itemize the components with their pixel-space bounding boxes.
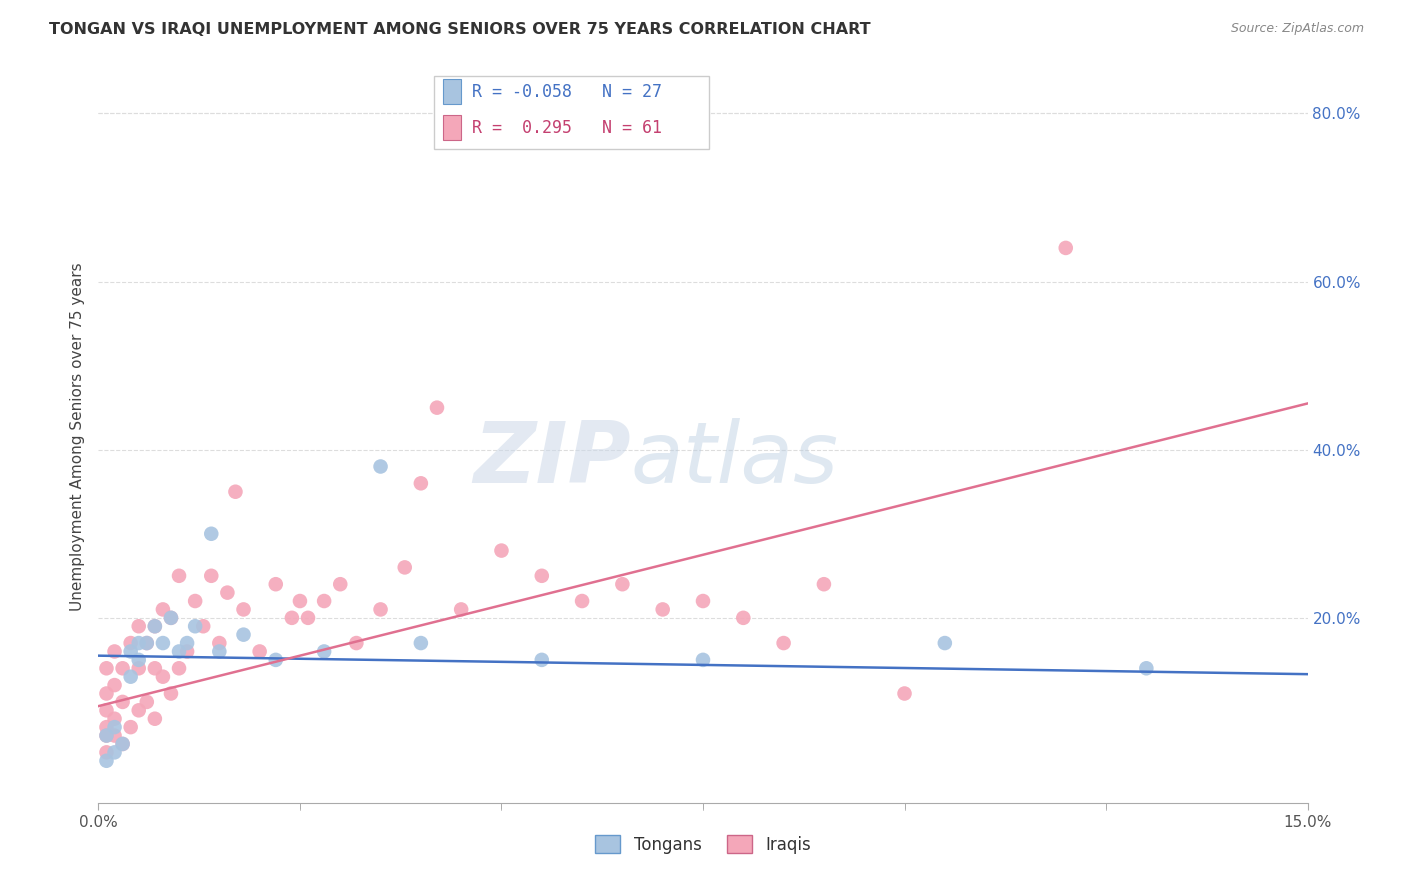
Point [111, 661, 134, 675]
Point [314, 594, 336, 608]
Point [193, 619, 215, 633]
Point [111, 695, 134, 709]
Point [135, 636, 157, 650]
Point [264, 577, 287, 591]
Point [96, 754, 118, 768]
Point [281, 611, 304, 625]
Point [934, 636, 956, 650]
Point [167, 644, 190, 658]
Point [893, 686, 915, 700]
Point [128, 703, 150, 717]
Point [200, 569, 222, 583]
Point [152, 636, 174, 650]
Point [96, 703, 118, 717]
Point [217, 585, 239, 599]
Point [143, 661, 166, 675]
Y-axis label: Unemployment Among Seniors over 75 years: Unemployment Among Seniors over 75 years [70, 263, 86, 611]
Point [184, 594, 207, 608]
Point [135, 636, 157, 650]
Point [450, 602, 472, 616]
Point [167, 569, 190, 583]
Point [208, 644, 231, 658]
Legend: Tongans, Iraqis: Tongans, Iraqis [589, 829, 817, 860]
Point [111, 737, 134, 751]
Point [120, 720, 142, 734]
Point [103, 720, 125, 734]
Point [143, 712, 166, 726]
Point [184, 619, 207, 633]
Point [224, 484, 246, 499]
Point [1135, 661, 1157, 675]
Point [409, 476, 432, 491]
Text: atlas: atlas [630, 417, 838, 500]
Point [143, 619, 166, 633]
Point [96, 661, 118, 675]
Point [692, 594, 714, 608]
Point [96, 745, 118, 759]
Text: Source: ZipAtlas.com: Source: ZipAtlas.com [1230, 22, 1364, 36]
Point [103, 745, 125, 759]
Point [103, 729, 125, 743]
Point [571, 594, 593, 608]
Point [152, 670, 174, 684]
Point [733, 611, 755, 625]
Point [232, 602, 254, 616]
Point [297, 611, 319, 625]
Text: R =  0.295   N = 61: R = 0.295 N = 61 [472, 119, 662, 136]
Text: ZIP: ZIP [472, 417, 630, 500]
Point [120, 644, 142, 658]
Point [1054, 241, 1077, 255]
Point [200, 526, 222, 541]
Point [128, 636, 150, 650]
Point [103, 712, 125, 726]
Point [96, 686, 118, 700]
Text: R = -0.058   N = 27: R = -0.058 N = 27 [472, 83, 662, 101]
Point [264, 653, 287, 667]
Point [491, 543, 513, 558]
Point [160, 686, 183, 700]
Point [651, 602, 673, 616]
Point [530, 569, 553, 583]
Point [314, 644, 336, 658]
Point [394, 560, 416, 574]
Point [426, 401, 449, 415]
Point [167, 661, 190, 675]
Point [530, 653, 553, 667]
Point [249, 644, 271, 658]
Point [96, 720, 118, 734]
Point [120, 670, 142, 684]
Point [176, 644, 198, 658]
Point [160, 611, 183, 625]
Point [288, 594, 311, 608]
Point [135, 695, 157, 709]
Point [152, 602, 174, 616]
Point [111, 737, 134, 751]
Point [370, 602, 392, 616]
Point [232, 627, 254, 641]
Point [813, 577, 835, 591]
Point [96, 729, 118, 743]
Text: TONGAN VS IRAQI UNEMPLOYMENT AMONG SENIORS OVER 75 YEARS CORRELATION CHART: TONGAN VS IRAQI UNEMPLOYMENT AMONG SENIO… [49, 22, 870, 37]
Point [612, 577, 634, 591]
Point [128, 661, 150, 675]
Point [176, 636, 198, 650]
Point [772, 636, 794, 650]
Point [103, 644, 125, 658]
Point [409, 636, 432, 650]
Point [208, 636, 231, 650]
Point [692, 653, 714, 667]
Point [103, 678, 125, 692]
Point [370, 459, 392, 474]
Point [128, 653, 150, 667]
Point [96, 729, 118, 743]
Point [344, 636, 367, 650]
Point [329, 577, 352, 591]
Point [120, 636, 142, 650]
Point [128, 619, 150, 633]
Point [143, 619, 166, 633]
Point [160, 611, 183, 625]
